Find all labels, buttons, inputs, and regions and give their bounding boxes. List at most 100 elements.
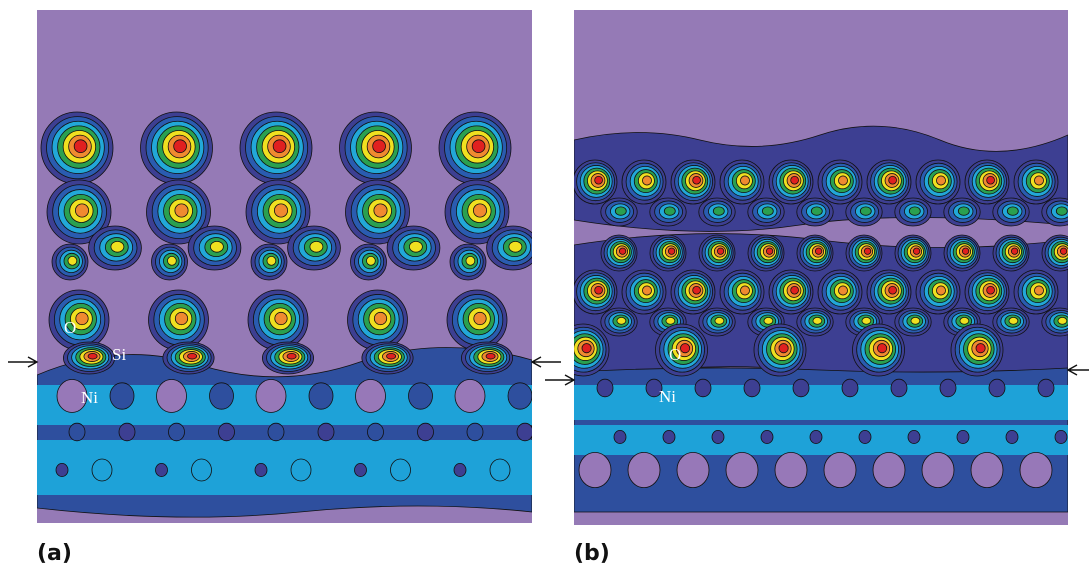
contour: [368, 423, 384, 441]
density-peak: [748, 198, 784, 226]
density-peak: [447, 290, 507, 350]
density-peak: [748, 235, 784, 271]
contour: [740, 286, 749, 295]
contour: [256, 380, 286, 413]
density-peak: [1042, 198, 1078, 226]
contour: [1007, 207, 1018, 215]
contour: [490, 459, 510, 481]
density-peak: [1014, 270, 1058, 314]
arrow: [1068, 365, 1089, 375]
contour: [1034, 176, 1043, 185]
contour: [766, 248, 772, 254]
density-peak: [818, 160, 862, 204]
contour: [174, 140, 187, 153]
contour: [615, 207, 626, 215]
contour: [987, 286, 995, 294]
density-peak: [248, 290, 308, 350]
density-peak: [720, 270, 764, 314]
density-peak: [797, 308, 833, 336]
contour: [486, 353, 495, 359]
contour: [873, 452, 905, 487]
density-peak: [867, 160, 911, 204]
contour: [268, 423, 284, 441]
panel-label: (a): [37, 541, 72, 566]
contour: [472, 140, 485, 153]
density-peak: [262, 342, 313, 374]
contour: [1056, 207, 1067, 215]
density-peak: [89, 226, 142, 270]
density-peak: [993, 198, 1029, 226]
density-peak: [251, 244, 287, 280]
contour: [666, 317, 675, 324]
density-peak: [993, 235, 1029, 271]
contour: [989, 379, 1005, 397]
density-peak: [656, 324, 708, 376]
contour: [909, 207, 920, 215]
density-peak: [487, 226, 540, 270]
density-peak: [846, 235, 882, 271]
density-peak: [818, 270, 862, 314]
contour: [88, 353, 97, 359]
density-peak: [895, 235, 931, 271]
contour: [614, 430, 626, 443]
contour: [726, 452, 758, 487]
contour: [188, 353, 197, 359]
density-peak: [650, 198, 686, 226]
contour: [267, 256, 276, 265]
contour: [310, 241, 323, 252]
contour: [813, 317, 822, 324]
contour: [474, 312, 486, 324]
density-peak: [895, 308, 931, 336]
contour: [595, 176, 603, 184]
density-peak: [650, 235, 686, 271]
density-peak: [340, 112, 412, 184]
contour: [156, 463, 168, 476]
density-peak: [965, 270, 1009, 314]
contour: [712, 430, 724, 443]
density-peak: [769, 270, 813, 314]
contour: [715, 317, 724, 324]
atom-label: Ni: [81, 388, 98, 407]
contour: [466, 256, 475, 265]
density-peak: [573, 160, 617, 204]
contour: [1058, 317, 1067, 324]
contour: [761, 430, 773, 443]
contour: [1006, 430, 1018, 443]
contour: [842, 379, 858, 397]
contour: [409, 241, 422, 252]
contour: [971, 452, 1003, 487]
contour: [668, 248, 674, 254]
contour: [355, 463, 367, 476]
contour: [824, 452, 856, 487]
contour: [913, 248, 919, 254]
contour: [889, 286, 897, 294]
density-peak: [163, 342, 214, 374]
contour: [175, 204, 188, 217]
contour: [1020, 452, 1052, 487]
density-peak: [769, 160, 813, 204]
contour: [775, 452, 807, 487]
contour: [663, 430, 675, 443]
density-peak: [853, 324, 905, 376]
contour: [815, 248, 821, 254]
contour: [838, 286, 847, 295]
contour: [642, 176, 651, 185]
contour: [119, 423, 135, 441]
density-peak: [754, 324, 806, 376]
contour: [680, 344, 689, 353]
contour: [309, 383, 333, 409]
contour: [957, 430, 969, 443]
contour: [976, 344, 985, 353]
density-peak: [944, 235, 980, 271]
density-peak: [288, 226, 341, 270]
contour: [374, 204, 387, 217]
contour: [255, 463, 267, 476]
contour: [987, 176, 995, 184]
contour: [642, 286, 651, 295]
contour: [76, 312, 88, 324]
contour: [69, 423, 85, 441]
density-peak: [622, 160, 666, 204]
contour: [1055, 430, 1067, 443]
figure: O Si Ni O Ni (a) (b): [0, 0, 1089, 566]
density-peak: [557, 324, 609, 376]
